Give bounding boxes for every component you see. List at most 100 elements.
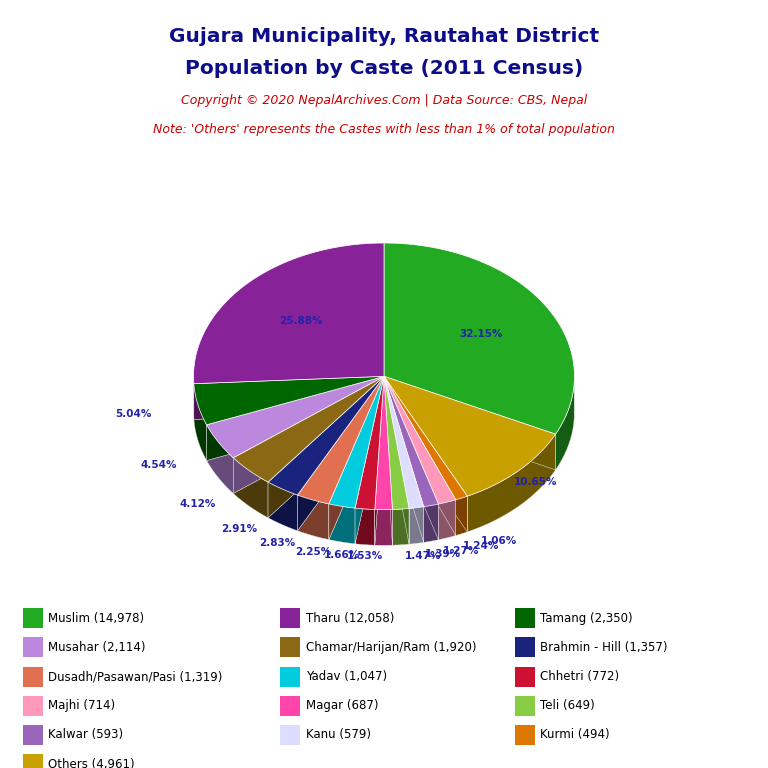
Polygon shape bbox=[329, 376, 384, 540]
Polygon shape bbox=[384, 376, 555, 470]
Polygon shape bbox=[355, 412, 384, 545]
Polygon shape bbox=[233, 376, 384, 494]
Polygon shape bbox=[233, 458, 268, 518]
Polygon shape bbox=[424, 504, 439, 542]
Polygon shape bbox=[384, 412, 455, 540]
Polygon shape bbox=[384, 376, 424, 542]
Text: Kurmi (494): Kurmi (494) bbox=[540, 729, 610, 741]
Polygon shape bbox=[384, 412, 555, 532]
Polygon shape bbox=[384, 412, 574, 470]
Text: Dusadh/Pasawan/Pasi (1,319): Dusadh/Pasawan/Pasi (1,319) bbox=[48, 670, 223, 683]
Polygon shape bbox=[207, 425, 233, 494]
Polygon shape bbox=[384, 376, 409, 509]
Text: Brahmin - Hill (1,357): Brahmin - Hill (1,357) bbox=[540, 641, 667, 654]
Polygon shape bbox=[384, 376, 455, 504]
Text: 1.53%: 1.53% bbox=[347, 551, 383, 561]
Polygon shape bbox=[207, 376, 384, 461]
Polygon shape bbox=[375, 376, 384, 545]
Polygon shape bbox=[194, 412, 384, 419]
Text: 4.54%: 4.54% bbox=[141, 460, 177, 470]
Polygon shape bbox=[297, 495, 329, 540]
Polygon shape bbox=[384, 412, 409, 545]
Polygon shape bbox=[194, 376, 384, 419]
Text: 2.91%: 2.91% bbox=[220, 524, 257, 534]
Polygon shape bbox=[268, 376, 384, 518]
Polygon shape bbox=[207, 412, 384, 494]
Text: 32.15%: 32.15% bbox=[459, 329, 502, 339]
Text: Gujara Municipality, Rautahat District: Gujara Municipality, Rautahat District bbox=[169, 27, 599, 46]
Polygon shape bbox=[297, 376, 384, 531]
Polygon shape bbox=[384, 243, 574, 434]
Text: Kalwar (593): Kalwar (593) bbox=[48, 729, 124, 741]
Text: Note: 'Others' represents the Castes with less than 1% of total population: Note: 'Others' represents the Castes wit… bbox=[153, 123, 615, 136]
Text: Others (4,961): Others (4,961) bbox=[48, 758, 135, 768]
Text: 10.65%: 10.65% bbox=[513, 477, 557, 487]
Polygon shape bbox=[375, 376, 392, 510]
Text: Musahar (2,114): Musahar (2,114) bbox=[48, 641, 146, 654]
Text: Yadav (1,047): Yadav (1,047) bbox=[306, 670, 387, 683]
Polygon shape bbox=[384, 376, 409, 545]
Text: Magar (687): Magar (687) bbox=[306, 700, 378, 712]
Polygon shape bbox=[392, 508, 409, 545]
Text: Majhi (714): Majhi (714) bbox=[48, 700, 115, 712]
Polygon shape bbox=[194, 412, 384, 461]
Polygon shape bbox=[233, 376, 384, 494]
Text: Teli (649): Teli (649) bbox=[540, 700, 594, 712]
Text: 25.88%: 25.88% bbox=[280, 316, 323, 326]
Polygon shape bbox=[268, 482, 297, 531]
Polygon shape bbox=[439, 500, 455, 540]
Text: 1.06%: 1.06% bbox=[481, 536, 517, 546]
Polygon shape bbox=[233, 376, 384, 482]
Polygon shape bbox=[384, 412, 424, 545]
Polygon shape bbox=[329, 504, 355, 544]
Polygon shape bbox=[355, 376, 384, 544]
Text: Chamar/Harijan/Ram (1,920): Chamar/Harijan/Ram (1,920) bbox=[306, 641, 476, 654]
Polygon shape bbox=[384, 376, 424, 508]
Polygon shape bbox=[467, 434, 555, 532]
Polygon shape bbox=[384, 376, 555, 496]
Text: 2.83%: 2.83% bbox=[259, 538, 295, 548]
Polygon shape bbox=[194, 243, 384, 384]
Polygon shape bbox=[207, 376, 384, 461]
Polygon shape bbox=[375, 412, 392, 545]
Polygon shape bbox=[268, 376, 384, 518]
Polygon shape bbox=[329, 376, 384, 508]
Polygon shape bbox=[355, 376, 384, 509]
Polygon shape bbox=[384, 376, 439, 540]
Text: 4.12%: 4.12% bbox=[180, 498, 216, 508]
Text: Tamang (2,350): Tamang (2,350) bbox=[540, 612, 633, 624]
Text: Copyright © 2020 NepalArchives.Com | Data Source: CBS, Nepal: Copyright © 2020 NepalArchives.Com | Dat… bbox=[181, 94, 587, 107]
Polygon shape bbox=[384, 376, 555, 470]
Text: 1.47%: 1.47% bbox=[405, 551, 442, 561]
Polygon shape bbox=[194, 384, 207, 461]
Text: Kanu (579): Kanu (579) bbox=[306, 729, 371, 741]
Polygon shape bbox=[384, 376, 467, 532]
Polygon shape bbox=[355, 508, 375, 545]
Polygon shape bbox=[384, 376, 439, 507]
Text: 1.39%: 1.39% bbox=[425, 548, 461, 558]
Polygon shape bbox=[297, 376, 384, 531]
Polygon shape bbox=[384, 376, 424, 542]
Polygon shape bbox=[384, 376, 467, 500]
Text: 1.27%: 1.27% bbox=[443, 546, 479, 556]
Polygon shape bbox=[384, 412, 439, 542]
Text: 2.25%: 2.25% bbox=[295, 547, 331, 557]
Polygon shape bbox=[384, 376, 392, 545]
Polygon shape bbox=[329, 412, 384, 544]
Polygon shape bbox=[375, 376, 384, 545]
Polygon shape bbox=[297, 412, 384, 540]
Polygon shape bbox=[355, 376, 384, 544]
Polygon shape bbox=[384, 376, 467, 532]
Polygon shape bbox=[384, 376, 455, 535]
Text: 1.66%: 1.66% bbox=[324, 551, 360, 561]
Polygon shape bbox=[207, 376, 384, 458]
Polygon shape bbox=[384, 376, 455, 535]
Polygon shape bbox=[194, 376, 384, 425]
Polygon shape bbox=[268, 376, 384, 495]
Polygon shape bbox=[297, 376, 384, 504]
Polygon shape bbox=[409, 507, 424, 545]
Text: Tharu (12,058): Tharu (12,058) bbox=[306, 612, 394, 624]
Polygon shape bbox=[555, 381, 574, 470]
Polygon shape bbox=[384, 412, 467, 535]
Text: Population by Caste (2011 Census): Population by Caste (2011 Census) bbox=[185, 59, 583, 78]
